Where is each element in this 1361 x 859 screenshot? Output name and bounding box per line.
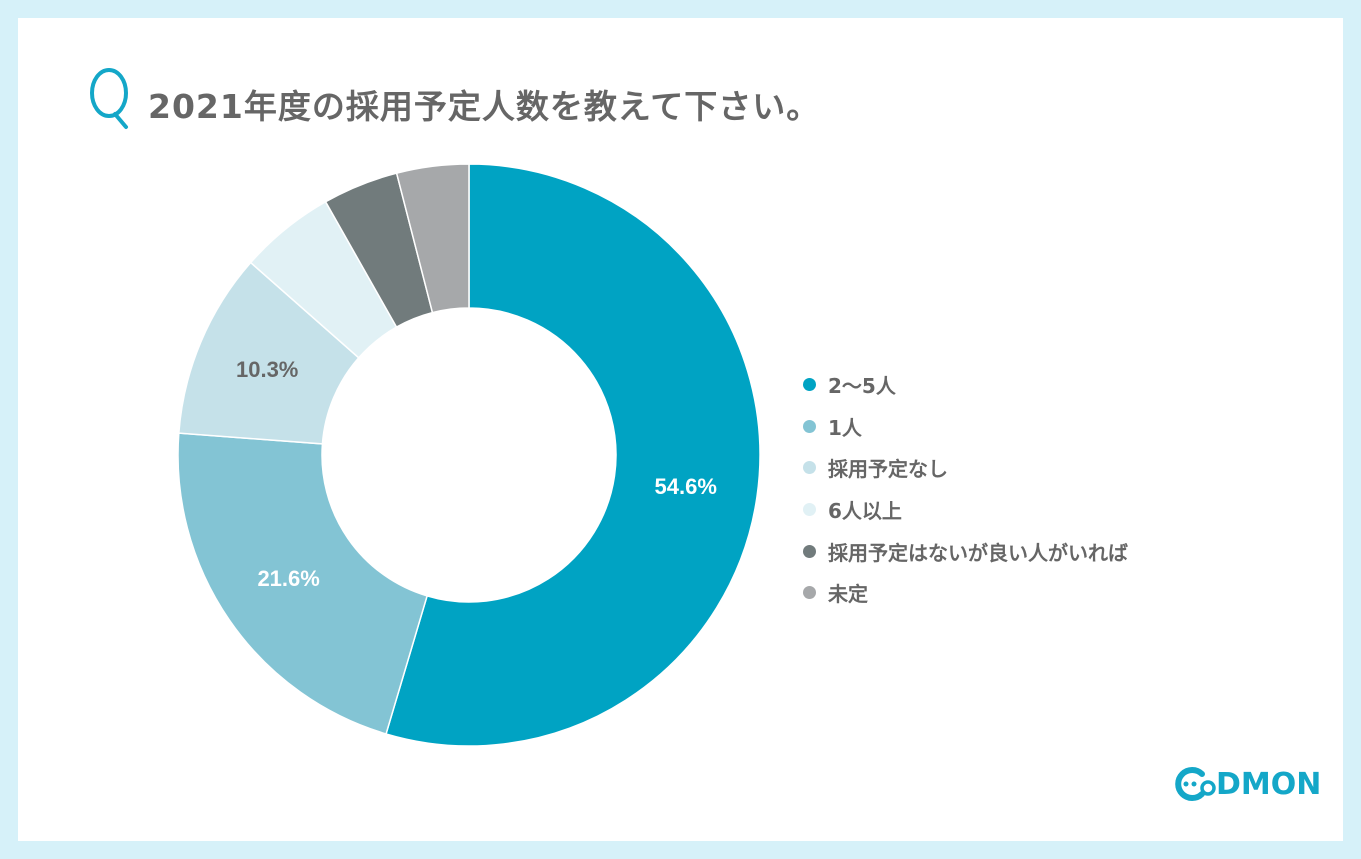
legend-item: 6人以上 bbox=[803, 489, 1128, 531]
donut-slice bbox=[177, 432, 429, 735]
q-mark-icon bbox=[90, 68, 128, 129]
legend-dot-icon bbox=[803, 378, 816, 392]
slice-value-label: 21.6% bbox=[257, 566, 320, 592]
legend-dot-icon bbox=[803, 586, 816, 600]
legend-dot-icon bbox=[803, 419, 816, 433]
legend-label: 未定 bbox=[828, 582, 868, 607]
donut-slice bbox=[385, 163, 761, 747]
codmon-logo: DMON bbox=[1172, 766, 1321, 802]
legend-label: 採用予定なし bbox=[828, 457, 948, 482]
chart-legend: 2〜5人 1人 採用予定なし 6人以上 採用予定はないが良い人がいれば 未定 bbox=[803, 364, 1128, 614]
legend-dot-icon bbox=[803, 461, 816, 475]
slice-value-label: 10.3% bbox=[235, 356, 299, 382]
legend-item: 採用予定はないが良い人がいれば bbox=[803, 530, 1128, 572]
slice-value-label: 54.6% bbox=[654, 473, 717, 499]
donut-slice bbox=[395, 163, 470, 314]
legend-label: 1人 bbox=[828, 415, 862, 440]
legend-dot-icon bbox=[803, 544, 816, 558]
logo-face-icon bbox=[1175, 767, 1216, 801]
legend-dot-icon bbox=[803, 503, 816, 517]
legend-label: 採用予定はないが良い人がいれば bbox=[828, 540, 1128, 565]
legend-item: 2〜5人 bbox=[803, 364, 1128, 406]
legend-item: 1人 bbox=[803, 406, 1128, 448]
chart-title: 2021年度の採用予定人数を教えて下さい。 bbox=[148, 87, 821, 126]
legend-item: 未定 bbox=[803, 572, 1128, 614]
legend-item: 採用予定なし bbox=[803, 447, 1128, 489]
legend-label: 2〜5人 bbox=[828, 374, 896, 399]
legend-label: 6人以上 bbox=[828, 499, 902, 524]
logo-text: DMON bbox=[1216, 766, 1322, 802]
